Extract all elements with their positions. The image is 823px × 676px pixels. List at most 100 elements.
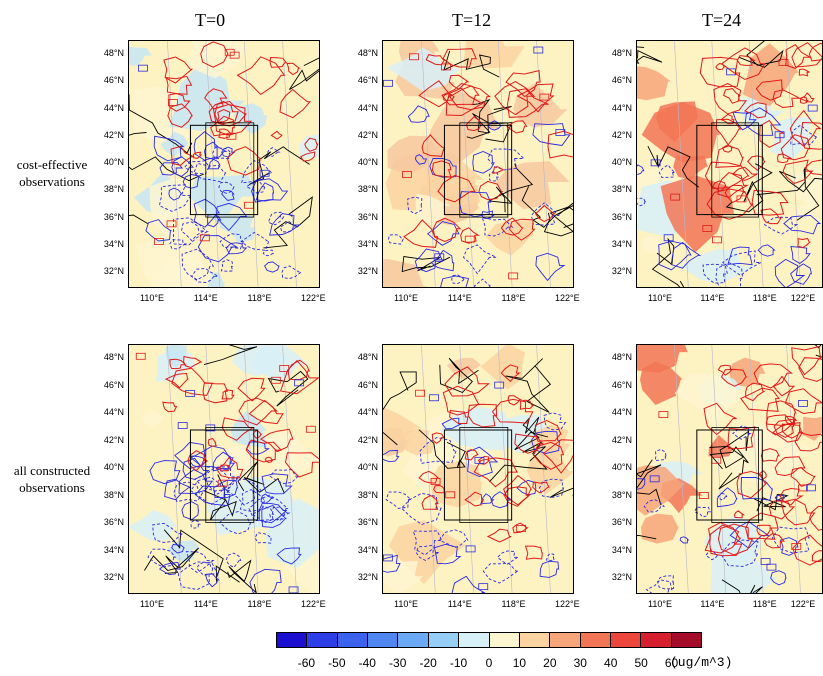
map-panel-all-t12 bbox=[382, 344, 574, 594]
latitude-label: 44°N bbox=[357, 102, 378, 113]
latitude-label: 38°N bbox=[611, 489, 632, 500]
column-title-t24: T=24 bbox=[702, 10, 742, 30]
longitude-label: 118°E bbox=[501, 293, 526, 303]
longitude-label: 110°E bbox=[140, 293, 164, 303]
row-label-all-constructed: all constructed observations bbox=[0, 462, 104, 496]
latitude-label: 32°N bbox=[103, 572, 124, 582]
longitude-label: 118°E bbox=[752, 293, 777, 303]
map-panel-cost-t24 bbox=[636, 40, 823, 288]
colorbar-tick-label: -60 bbox=[297, 656, 316, 670]
longitude-label: 118°E bbox=[247, 599, 272, 609]
latitude-label: 40°N bbox=[611, 462, 632, 472]
latitude-label: 44°N bbox=[357, 407, 378, 417]
longitude-label: 110°E bbox=[648, 599, 672, 609]
colorbar-unit-label: (ug/m^3) bbox=[670, 655, 733, 670]
latitude-label: 34°N bbox=[611, 544, 632, 555]
latitude-label: 46°N bbox=[357, 75, 378, 86]
latitude-label: 46°N bbox=[103, 379, 124, 390]
colorbar-tick-label: 20 bbox=[543, 656, 557, 670]
latitude-label: 36°N bbox=[611, 211, 632, 222]
latitude-label: 42°N bbox=[357, 129, 378, 140]
row-label-line1: cost-effective bbox=[16, 157, 88, 172]
longitude-label: 114°E bbox=[700, 599, 725, 609]
map-canvas bbox=[383, 41, 573, 287]
longitude-label: 122°E bbox=[300, 293, 326, 303]
column-title-t0: T=0 bbox=[195, 10, 226, 30]
latitude-label: 48°N bbox=[357, 352, 378, 362]
map-panel-all-t24 bbox=[636, 344, 823, 594]
latitude-label: 48°N bbox=[357, 48, 378, 58]
latitude-label: 44°N bbox=[611, 407, 632, 417]
latitude-label: 46°N bbox=[611, 379, 632, 390]
row-label-line2: observations bbox=[19, 480, 85, 495]
colorbar-segment bbox=[337, 633, 369, 647]
map-panel-all-t0 bbox=[128, 344, 320, 594]
latitude-label: 38°N bbox=[103, 184, 124, 195]
colorbar-tick-label: 40 bbox=[604, 656, 618, 670]
map-canvas bbox=[637, 41, 822, 287]
longitude-label: 110°E bbox=[394, 599, 418, 609]
latitude-label: 42°N bbox=[611, 434, 632, 445]
latitude-label: 44°N bbox=[103, 407, 124, 417]
latitude-label: 46°N bbox=[103, 75, 124, 86]
map-panel-cost-t0 bbox=[128, 40, 320, 288]
colorbar-segment bbox=[641, 633, 672, 647]
latitude-label: 36°N bbox=[103, 517, 124, 527]
latitude-label: 48°N bbox=[103, 48, 124, 58]
colorbar-segment bbox=[277, 633, 308, 647]
latitude-label: 40°N bbox=[357, 462, 378, 472]
longitude-label: 114°E bbox=[193, 599, 218, 609]
longitude-label: 114°E bbox=[447, 599, 472, 609]
colorbar-segment bbox=[610, 633, 642, 647]
latitude-label: 32°N bbox=[357, 266, 378, 276]
latitude-label: 36°N bbox=[357, 517, 378, 527]
colorbar-segment bbox=[459, 633, 490, 647]
column-title-t12: T=12 bbox=[452, 10, 492, 30]
longitude-label: 122°E bbox=[554, 599, 580, 609]
colorbar bbox=[276, 632, 702, 648]
longitude-label: 110°E bbox=[648, 293, 672, 303]
colorbar-segment bbox=[398, 633, 429, 647]
longitude-label: 118°E bbox=[501, 599, 526, 609]
map-canvas bbox=[129, 41, 319, 287]
latitude-label: 44°N bbox=[103, 102, 124, 113]
map-canvas bbox=[383, 345, 573, 593]
latitude-label: 36°N bbox=[357, 211, 378, 222]
map-panel-cost-t12 bbox=[382, 40, 574, 288]
latitude-label: 42°N bbox=[611, 129, 632, 140]
colorbar-segment bbox=[489, 633, 520, 647]
latitude-label: 42°N bbox=[357, 434, 378, 445]
row-label-cost-effective: cost-effective observations bbox=[0, 156, 104, 190]
colorbar-tick-label: 10 bbox=[512, 656, 527, 670]
latitude-label: 36°N bbox=[103, 211, 124, 222]
colorbar-segment bbox=[428, 633, 460, 647]
colorbar-segment bbox=[519, 633, 551, 647]
latitude-label: 44°N bbox=[611, 102, 632, 113]
longitude-label: 114°E bbox=[447, 293, 472, 303]
latitude-label: 34°N bbox=[611, 238, 632, 249]
longitude-label: 122°E bbox=[300, 599, 326, 609]
latitude-label: 38°N bbox=[103, 489, 124, 500]
latitude-label: 36°N bbox=[611, 517, 632, 527]
map-canvas bbox=[129, 345, 319, 593]
colorbar-tick-label: 60 bbox=[664, 656, 679, 670]
latitude-label: 34°N bbox=[103, 544, 124, 555]
latitude-label: 32°N bbox=[357, 572, 378, 582]
longitude-label: 118°E bbox=[247, 293, 272, 303]
latitude-label: 34°N bbox=[103, 238, 124, 249]
colorbar-tick-label: 50 bbox=[634, 656, 648, 670]
colorbar-tick-label: -50 bbox=[328, 656, 346, 670]
latitude-label: 38°N bbox=[611, 184, 632, 195]
colorbar-tick-label: -20 bbox=[419, 656, 437, 670]
latitude-label: 48°N bbox=[611, 352, 632, 362]
latitude-label: 34°N bbox=[357, 544, 378, 555]
latitude-label: 40°N bbox=[611, 157, 632, 167]
row-label-line1: all constructed bbox=[13, 463, 91, 478]
row-label-line2: observations bbox=[19, 174, 85, 189]
latitude-label: 32°N bbox=[103, 266, 124, 276]
longitude-label: 122°E bbox=[790, 293, 816, 303]
colorbar-tick-label: -40 bbox=[358, 656, 376, 670]
colorbar-segment bbox=[307, 633, 338, 647]
latitude-label: 38°N bbox=[357, 489, 378, 500]
latitude-label: 32°N bbox=[611, 572, 632, 582]
